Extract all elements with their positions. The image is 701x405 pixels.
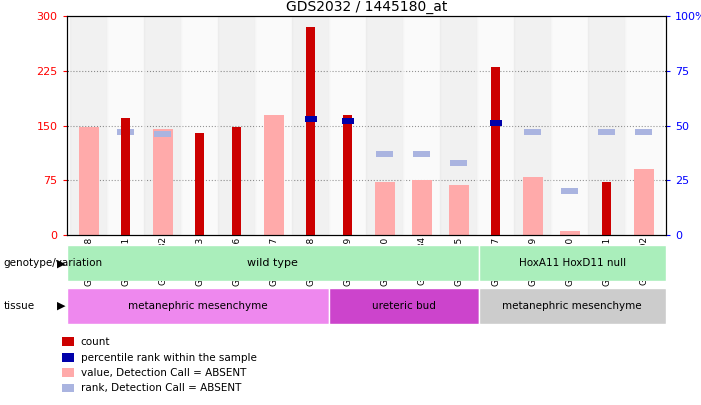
- Text: count: count: [81, 337, 110, 347]
- Bar: [376, 151, 393, 157]
- Bar: [479, 288, 666, 324]
- Bar: [306, 27, 315, 235]
- Text: metanephric mesenchyme: metanephric mesenchyme: [128, 301, 268, 311]
- Bar: [449, 185, 469, 235]
- Bar: [67, 245, 479, 281]
- Bar: [329, 16, 366, 235]
- Bar: [218, 16, 255, 235]
- Bar: [374, 182, 395, 235]
- Bar: [522, 177, 543, 235]
- Bar: [107, 16, 144, 235]
- Bar: [515, 16, 551, 235]
- Bar: [182, 16, 218, 235]
- Bar: [121, 118, 130, 235]
- Bar: [551, 16, 588, 235]
- Bar: [634, 169, 654, 235]
- Text: tissue: tissue: [4, 301, 34, 311]
- Bar: [411, 180, 432, 235]
- Bar: [79, 127, 99, 235]
- Bar: [118, 129, 134, 135]
- Bar: [440, 16, 477, 235]
- Bar: [144, 16, 182, 235]
- Bar: [588, 16, 625, 235]
- Bar: [625, 16, 662, 235]
- Bar: [264, 115, 284, 235]
- Text: rank, Detection Call = ABSENT: rank, Detection Call = ABSENT: [81, 384, 241, 393]
- Text: ureteric bud: ureteric bud: [372, 301, 435, 311]
- Bar: [479, 245, 666, 281]
- Bar: [195, 133, 205, 235]
- Bar: [490, 120, 502, 126]
- Bar: [343, 115, 353, 235]
- Bar: [70, 16, 107, 235]
- Bar: [635, 129, 652, 135]
- Bar: [602, 182, 611, 235]
- Bar: [154, 131, 171, 137]
- Text: ▶: ▶: [57, 258, 65, 268]
- Bar: [599, 129, 615, 135]
- Bar: [403, 16, 440, 235]
- Text: wild type: wild type: [247, 258, 298, 268]
- Bar: [477, 16, 515, 235]
- Bar: [153, 129, 173, 235]
- Bar: [451, 160, 467, 166]
- Bar: [305, 116, 317, 122]
- Bar: [524, 129, 541, 135]
- Bar: [562, 188, 578, 194]
- Bar: [67, 288, 329, 324]
- Bar: [342, 118, 353, 124]
- Text: value, Detection Call = ABSENT: value, Detection Call = ABSENT: [81, 368, 246, 378]
- Bar: [255, 16, 292, 235]
- Text: metanephric mesenchyme: metanephric mesenchyme: [503, 301, 642, 311]
- Bar: [414, 151, 430, 157]
- Bar: [559, 231, 580, 235]
- Title: GDS2032 / 1445180_at: GDS2032 / 1445180_at: [285, 0, 447, 14]
- Bar: [232, 127, 241, 235]
- Bar: [366, 16, 403, 235]
- Bar: [329, 288, 479, 324]
- Text: percentile rank within the sample: percentile rank within the sample: [81, 353, 257, 362]
- Bar: [491, 67, 501, 235]
- Bar: [292, 16, 329, 235]
- Text: genotype/variation: genotype/variation: [4, 258, 102, 268]
- Text: ▶: ▶: [57, 301, 65, 311]
- Text: HoxA11 HoxD11 null: HoxA11 HoxD11 null: [519, 258, 626, 268]
